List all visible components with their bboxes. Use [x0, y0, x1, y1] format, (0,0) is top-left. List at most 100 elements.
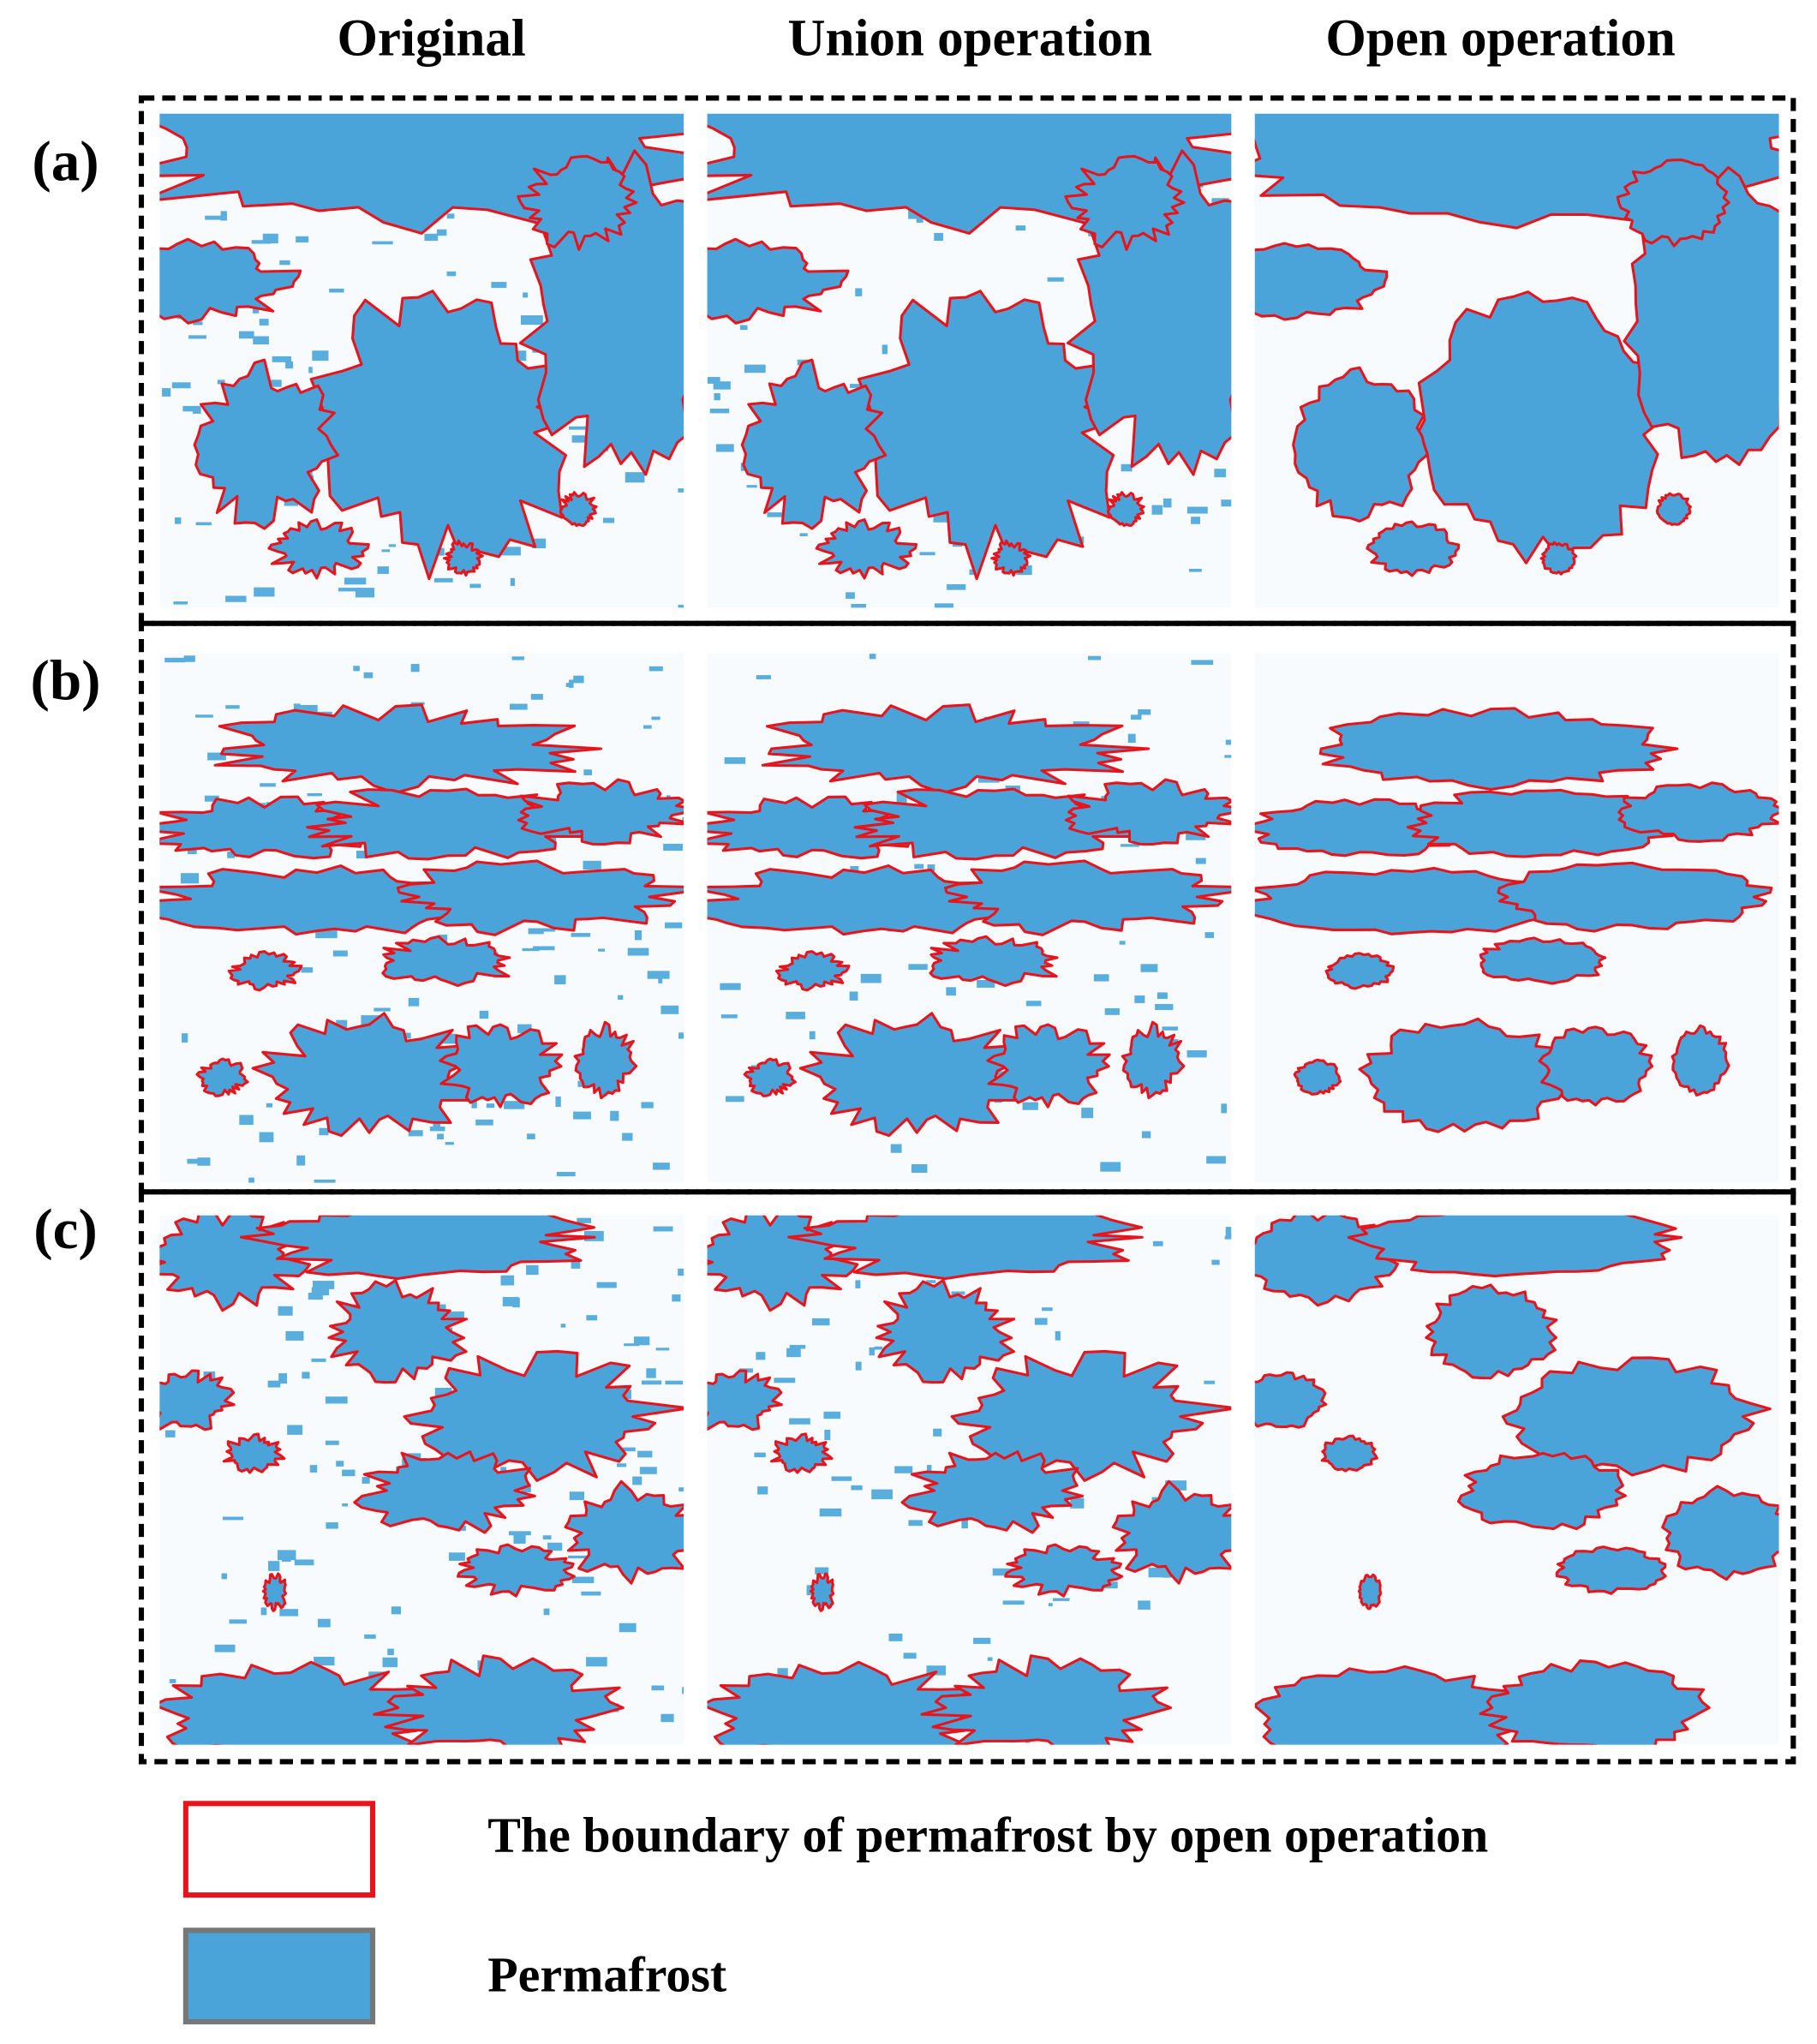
permafrost-region: [1671, 1024, 1730, 1097]
speckle: [633, 1336, 650, 1346]
speckle: [786, 1348, 801, 1358]
speckle: [180, 873, 200, 884]
speckle: [195, 522, 212, 526]
speckle: [888, 1633, 903, 1641]
speckle: [259, 319, 269, 326]
speckle: [634, 929, 642, 941]
row-label: (a): [32, 129, 99, 194]
speckle: [586, 1657, 607, 1667]
speckle: [569, 1491, 585, 1501]
speckle: [182, 405, 196, 412]
speckle: [510, 703, 528, 710]
speckle: [338, 588, 361, 592]
speckle: [532, 538, 547, 548]
speckle: [319, 1127, 329, 1136]
speckle: [1141, 1131, 1151, 1139]
speckle: [682, 816, 684, 823]
speckle: [342, 1469, 356, 1477]
speckle: [1002, 1600, 1025, 1605]
speckle: [1148, 1567, 1169, 1578]
speckle: [287, 1425, 303, 1435]
speckle: [1186, 506, 1208, 514]
speckle: [296, 704, 318, 714]
permafrost-region: [227, 950, 303, 992]
speckle: [314, 1657, 335, 1666]
speckle: [767, 512, 790, 517]
row-label: (c): [33, 1197, 97, 1261]
permafrost-region: [573, 1020, 638, 1100]
permafrost-region: [1617, 781, 1779, 843]
speckle: [332, 950, 348, 957]
speckle: [665, 1380, 684, 1385]
speckle: [855, 1361, 862, 1371]
permafrost-region: [1661, 1485, 1779, 1581]
permafrost-region: [774, 950, 851, 992]
permafrost-region: [159, 1660, 433, 1745]
speckle: [610, 1110, 619, 1121]
speckle: [225, 595, 247, 602]
permafrost-region: [1106, 491, 1145, 528]
speckle: [709, 408, 730, 414]
permafrost-region: [251, 1012, 479, 1138]
speckle: [720, 983, 741, 990]
speckle: [1048, 1603, 1053, 1606]
permafrost-region: [743, 1057, 797, 1097]
speckle: [678, 1268, 684, 1276]
permafrost-region: [1655, 492, 1692, 526]
speckle: [786, 1012, 805, 1019]
speckle: [851, 1485, 863, 1491]
speckle: [916, 215, 923, 223]
permafrost-region: [1320, 1434, 1378, 1473]
speckle: [660, 1713, 674, 1723]
permafrost-region: [1293, 1058, 1342, 1096]
speckle: [846, 592, 855, 599]
permafrost-region: [1357, 1573, 1383, 1611]
speckle: [542, 1535, 552, 1540]
permafrost-region: [798, 1012, 1026, 1138]
permafrost-region: [707, 1660, 982, 1745]
speckle: [520, 315, 543, 326]
permafrost-region: [193, 358, 339, 530]
speckle: [254, 587, 275, 597]
speckle: [277, 1550, 296, 1561]
speckle: [197, 1157, 211, 1166]
speckle: [874, 1346, 883, 1350]
speckle: [1138, 708, 1151, 715]
speckle: [1093, 974, 1109, 982]
speckle: [1047, 277, 1064, 282]
speckle: [486, 1103, 495, 1109]
speckle: [1140, 964, 1158, 972]
speckle: [336, 1019, 348, 1031]
speckle: [192, 405, 201, 414]
permafrost-region: [159, 237, 302, 325]
speckle: [279, 1609, 299, 1617]
speckle: [239, 1115, 254, 1126]
permafrost-region: [159, 1369, 236, 1431]
speckle: [819, 1508, 842, 1517]
permafrost-region: [707, 237, 850, 325]
speckle: [713, 381, 731, 390]
speckle: [1204, 1380, 1216, 1384]
speckle: [926, 1665, 946, 1676]
speckle: [387, 1648, 394, 1656]
permafrost-region: [1623, 165, 1779, 467]
speckle: [301, 967, 314, 973]
speckle: [434, 1387, 452, 1398]
speckle: [491, 282, 507, 289]
speckle: [1130, 714, 1142, 720]
permafrost-region: [1479, 936, 1607, 985]
speckle: [314, 711, 332, 714]
speckle: [1214, 469, 1227, 478]
permafrost-region: [707, 864, 1031, 936]
speckle: [513, 1534, 526, 1544]
speckle: [757, 1486, 768, 1495]
speckle: [809, 1031, 816, 1040]
speckle: [927, 864, 935, 872]
permafrost-region: [442, 539, 484, 577]
speckle: [934, 232, 944, 242]
speckle: [896, 793, 907, 804]
speckle: [1104, 1007, 1120, 1015]
speckle: [441, 1033, 456, 1044]
column-header: Union operation: [787, 9, 1152, 67]
speckle: [372, 241, 393, 245]
